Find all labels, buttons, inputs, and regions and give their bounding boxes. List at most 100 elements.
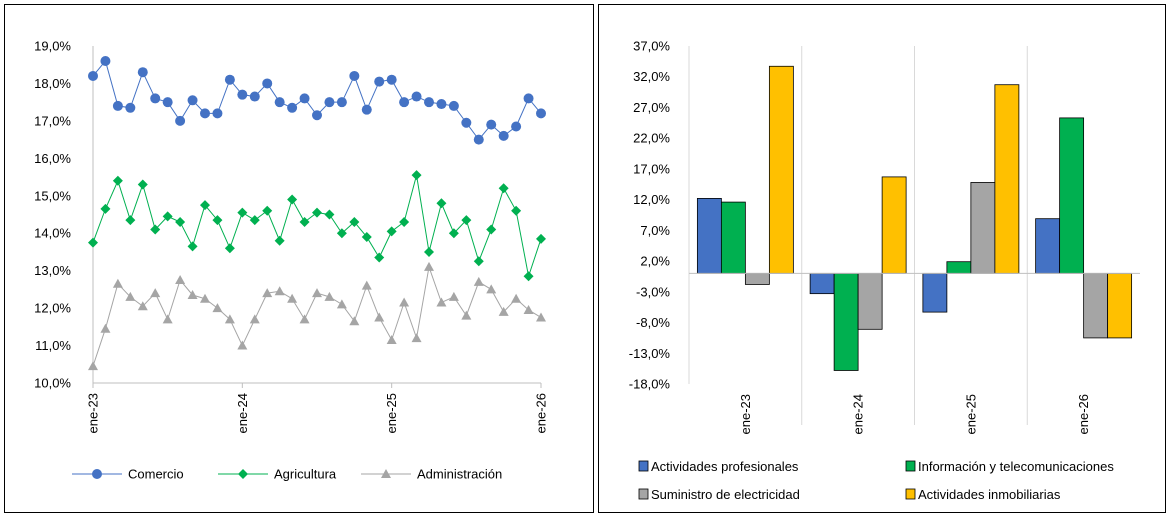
x-tick-label: ene-26 [1076,394,1091,434]
data-point [249,215,260,226]
y-tick-label: 19,0% [34,39,71,54]
x-tick-label: ene-24 [851,394,866,434]
bar [744,272,770,285]
data-point [312,207,322,218]
bar [970,182,996,274]
data-point [336,228,347,239]
legend-label: Actividades profesionales [651,459,799,474]
data-point [486,224,497,235]
data-point [312,110,322,121]
data-point [312,288,322,298]
data-point [536,312,546,322]
y-tick-label: -13,0% [629,346,671,361]
data-point [536,233,546,244]
data-point [324,291,335,301]
data-point [88,361,98,371]
data-point [237,340,248,350]
legend-label: Comercio [128,467,184,482]
data-point [224,243,235,254]
series-line [92,264,542,367]
data-point [349,70,360,81]
line-chart-panel: 10,0% 11,0% 12,0% 13,0% 14,0% 15,0% 16,0% 17,0%… [4,4,594,513]
legend-label: Información y telecomunicaciones [918,459,1114,474]
data-point [187,95,198,106]
bar [1059,117,1085,274]
data-point [237,207,248,218]
bar-chart: -18,0% -13,0% -8,0% -3,0% 2,0% 7,0% 12,0% 17,0%… [629,39,1140,502]
y-tick-label: 18,0% [34,76,71,91]
data-point [137,301,148,311]
data-point [287,102,298,113]
data-point [162,97,173,108]
data-point [175,275,186,285]
data-point [424,261,434,271]
data-point [224,314,235,324]
data-point [361,280,372,290]
x-tick-label: ene-23 [86,393,101,433]
y-tick-label: 27,0% [633,100,670,115]
data-point [237,89,248,100]
bar [1083,272,1109,339]
data-point [212,215,223,226]
data-point [187,290,198,300]
y-tick-label: 15,0% [34,188,71,203]
y-tick-label: 32,0% [633,69,670,84]
y-tick-label: 16,0% [34,151,71,166]
data-point [411,333,422,343]
data-point [473,256,484,267]
data-point [200,293,210,303]
y-tick-label: 17,0% [633,161,670,176]
bar [881,176,907,274]
y-tick-label: 12,0% [34,301,71,316]
data-point [436,99,447,110]
legend-swatch [638,460,649,472]
data-point [299,93,310,104]
bar [809,272,835,295]
data-point [336,299,347,309]
data-point [511,121,522,132]
data-point [274,97,285,108]
bar [833,272,859,371]
data-point [461,310,472,320]
bar [720,201,746,274]
data-point [324,209,335,220]
data-point [262,288,273,298]
data-point [162,314,173,324]
data-point [249,314,260,324]
y-tick-label: 14,0% [34,226,71,241]
data-point [473,134,484,145]
legend-swatch [905,488,916,500]
x-tick-label: ene-25 [384,393,399,433]
data-point [274,235,285,246]
x-tick-label: ene-23 [738,394,753,434]
legend-label: Agricultura [274,467,337,482]
y-tick-label: 22,0% [633,131,670,146]
data-point [125,102,136,113]
data-point [200,200,210,211]
data-point [461,215,472,226]
x-tick-label: ene-25 [963,394,978,434]
series-line [92,59,542,141]
data-point [486,119,497,130]
data-point [536,108,546,119]
data-point [175,216,186,227]
legend-swatch [905,460,916,472]
series-line [92,175,542,279]
data-point [150,288,161,298]
y-tick-label: -18,0% [629,377,671,392]
data-point [88,70,98,81]
y-tick-label: 11,0% [35,338,71,353]
data-point [473,276,484,286]
legend-label: Administración [417,467,502,482]
data-point [187,241,198,252]
data-point [511,205,522,216]
data-point [486,284,497,294]
data-point [349,316,360,326]
y-tick-label: 10,0% [34,376,71,391]
data-point [374,252,385,263]
bar [922,272,948,313]
data-point [112,175,123,186]
data-point [386,74,397,85]
data-point [374,76,385,87]
data-point [137,179,148,190]
